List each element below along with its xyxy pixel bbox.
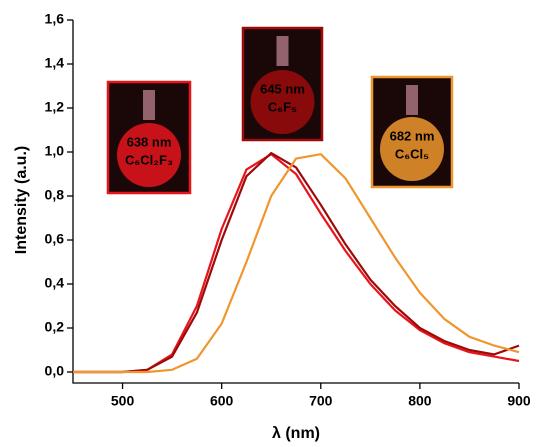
inset-formula: C₆Cl₂F₃ <box>125 152 173 167</box>
inset-wavelength: 645 nm <box>260 81 305 96</box>
y-tick-label: 1,4 <box>45 55 65 71</box>
inset-formula: C₆F₅ <box>268 99 297 114</box>
flask-neck <box>143 90 155 120</box>
x-tick-label: 600 <box>210 393 234 409</box>
x-tick-label: 900 <box>507 393 531 409</box>
x-tick-label: 500 <box>111 393 135 409</box>
y-tick-label: 0,6 <box>45 231 65 247</box>
inset-wavelength: 682 nm <box>390 128 435 143</box>
inset: 638 nm C₆Cl₂F₃ <box>106 80 192 195</box>
flask-body <box>117 123 181 187</box>
x-axis-title: λ (nm) <box>272 425 320 442</box>
line <box>73 153 520 374</box>
flask-body <box>380 117 444 181</box>
y-tick-label: 0,8 <box>45 187 65 203</box>
x-tick-label: 700 <box>309 393 333 409</box>
y-tick-label: 0,0 <box>45 363 65 379</box>
y-axis-title: Intensity (a.u.) <box>13 146 30 254</box>
y-tick-label: 0,2 <box>45 319 65 335</box>
y-tick-label: 1,6 <box>45 11 65 27</box>
axis-frame <box>72 20 519 384</box>
inset: 682 nm C₆Cl₅ <box>370 75 454 189</box>
inset-formula: C₆Cl₅ <box>395 146 429 161</box>
inset-wavelength: 638 nm <box>127 134 172 149</box>
line <box>73 152 520 374</box>
inset: 645 nm C₆F₅ <box>241 26 324 142</box>
flask-body <box>250 70 315 134</box>
flask-neck <box>276 36 289 66</box>
flask-neck <box>406 85 418 115</box>
y-tick-label: 0,4 <box>45 275 65 291</box>
y-tick-label: 1,2 <box>45 99 65 115</box>
y-tick-label: 1,0 <box>45 143 65 159</box>
x-tick-label: 800 <box>408 393 432 409</box>
